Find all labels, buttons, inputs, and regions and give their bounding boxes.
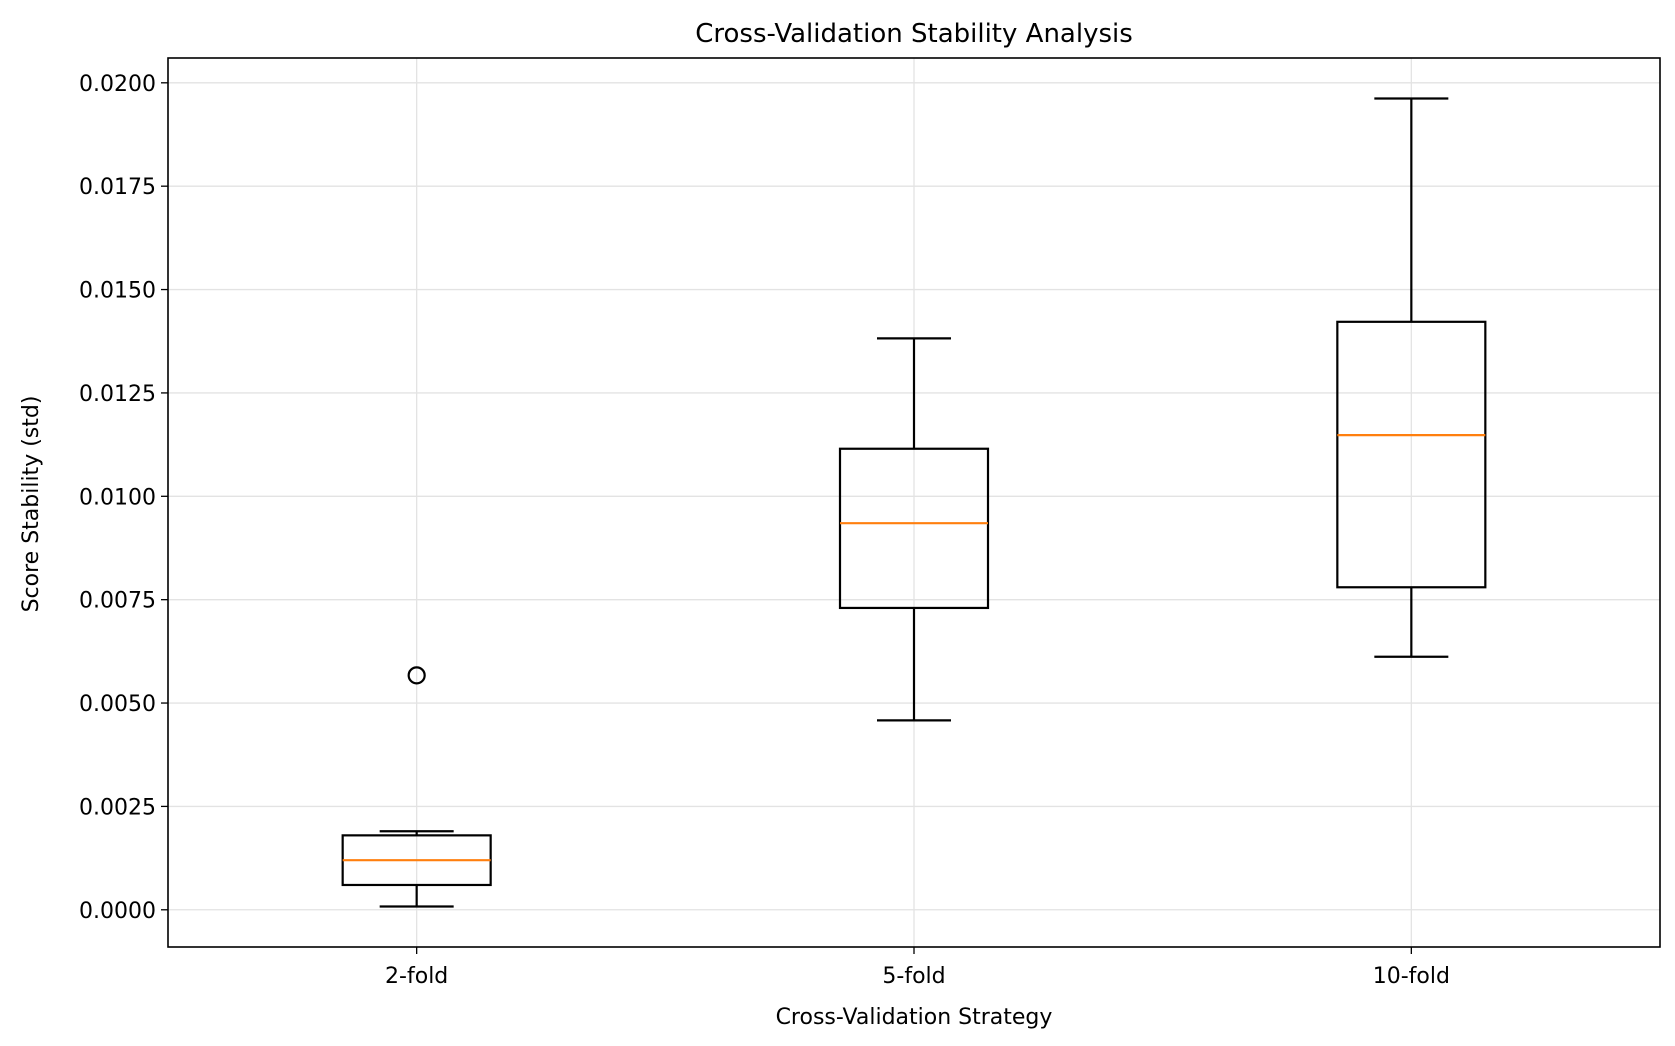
- iqr-box: [1336, 320, 1487, 589]
- x-tick-label: 2-fold: [385, 964, 448, 989]
- y-axis-title: Score Stability (std): [19, 396, 44, 613]
- outlier-point: [407, 666, 426, 685]
- x-tick-label: 5-fold: [882, 964, 945, 989]
- y-tick-label: 0.0100: [79, 485, 156, 510]
- y-tick-label: 0.0200: [79, 72, 156, 97]
- box-5-fold: [838, 337, 990, 722]
- y-tick-label: 0.0175: [79, 175, 156, 200]
- x-tick-label: 10-fold: [1373, 964, 1450, 989]
- y-tick-label: 0.0075: [79, 589, 156, 614]
- axes-layer: 0.0000 0.0025 0.0050 0.0075 0.0100 0.0125 0.01…: [79, 57, 1661, 989]
- y-tick-label: 0.0050: [79, 692, 156, 717]
- y-tick-label: 0.0000: [79, 899, 156, 924]
- plot-frame: [167, 57, 1661, 948]
- boxes-layer: [341, 97, 1487, 908]
- x-axis-title: Cross-Validation Strategy: [776, 1005, 1053, 1030]
- y-tick-label: 0.0025: [79, 795, 156, 820]
- iqr-box: [838, 447, 990, 610]
- y-tick-label: 0.0150: [79, 279, 156, 304]
- box-2-fold: [341, 666, 492, 908]
- box-10-fold: [1336, 97, 1487, 658]
- chart-title: Cross-Validation Stability Analysis: [695, 19, 1133, 49]
- y-tick-label: 0.0125: [79, 382, 156, 407]
